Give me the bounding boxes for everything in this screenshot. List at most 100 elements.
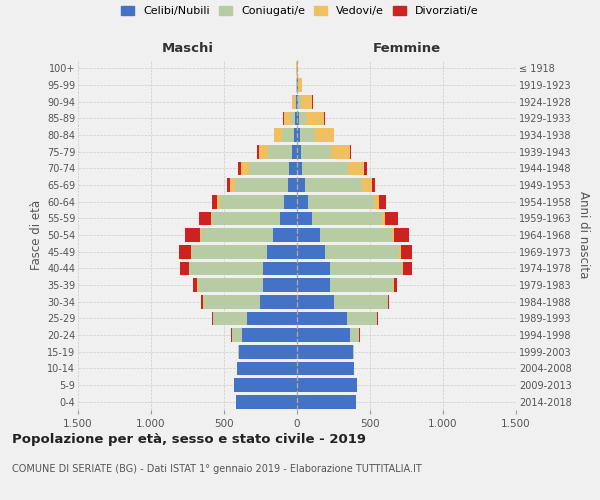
- Bar: [201, 295, 203, 308]
- Text: COMUNE DI SERIATE (BG) - Dati ISTAT 1° gennaio 2019 - Elaborazione TUTTITALIA.IT: COMUNE DI SERIATE (BG) - Dati ISTAT 1° g…: [12, 464, 422, 474]
- Bar: [298, 95, 301, 108]
- Bar: [300, 128, 314, 142]
- Bar: [198, 278, 263, 292]
- Bar: [248, 162, 289, 175]
- Bar: [297, 278, 330, 292]
- Bar: [220, 195, 284, 208]
- Bar: [297, 228, 320, 242]
- Bar: [283, 112, 284, 125]
- Legend: Celibi/Nubili, Coniugati/e, Vedovi/e, Divorziati/e: Celibi/Nubili, Coniugati/e, Vedovi/e, Di…: [121, 6, 479, 16]
- Bar: [350, 145, 351, 158]
- Bar: [189, 262, 263, 275]
- Bar: [373, 178, 376, 192]
- Bar: [392, 228, 394, 242]
- Bar: [297, 312, 347, 325]
- Bar: [238, 345, 239, 358]
- Bar: [238, 162, 241, 175]
- Text: Femmine: Femmine: [373, 42, 440, 55]
- Bar: [292, 145, 297, 158]
- Bar: [301, 145, 331, 158]
- Bar: [297, 328, 350, 342]
- Bar: [331, 145, 350, 158]
- Bar: [274, 128, 283, 142]
- Bar: [297, 78, 298, 92]
- Bar: [294, 128, 297, 142]
- Bar: [297, 362, 354, 375]
- Bar: [267, 245, 297, 258]
- Bar: [330, 262, 402, 275]
- Bar: [403, 262, 412, 275]
- Bar: [213, 312, 247, 325]
- Bar: [330, 278, 394, 292]
- Bar: [347, 312, 377, 325]
- Bar: [283, 128, 294, 142]
- Bar: [305, 178, 362, 192]
- Bar: [394, 228, 409, 242]
- Bar: [295, 95, 296, 108]
- Bar: [296, 95, 297, 108]
- Bar: [268, 145, 292, 158]
- Bar: [399, 245, 401, 258]
- Bar: [242, 328, 297, 342]
- Bar: [217, 195, 220, 208]
- Bar: [297, 195, 308, 208]
- Bar: [325, 245, 399, 258]
- Bar: [308, 195, 374, 208]
- Bar: [297, 378, 357, 392]
- Text: Maschi: Maschi: [161, 42, 214, 55]
- Bar: [364, 162, 367, 175]
- Bar: [295, 112, 297, 125]
- Bar: [297, 128, 300, 142]
- Bar: [297, 395, 356, 408]
- Bar: [232, 328, 242, 342]
- Bar: [263, 278, 297, 292]
- Bar: [349, 162, 364, 175]
- Bar: [297, 112, 299, 125]
- Bar: [297, 245, 325, 258]
- Bar: [231, 328, 232, 342]
- Bar: [374, 195, 379, 208]
- Bar: [298, 78, 302, 92]
- Bar: [401, 245, 412, 258]
- Bar: [297, 212, 313, 225]
- Bar: [284, 112, 291, 125]
- Bar: [212, 195, 217, 208]
- Bar: [385, 212, 398, 225]
- Bar: [227, 178, 230, 192]
- Bar: [314, 128, 334, 142]
- Bar: [297, 178, 305, 192]
- Bar: [320, 228, 392, 242]
- Bar: [200, 228, 273, 242]
- Bar: [402, 262, 403, 275]
- Bar: [297, 95, 298, 108]
- Text: Popolazione per età, sesso e stato civile - 2019: Popolazione per età, sesso e stato civil…: [12, 432, 366, 446]
- Bar: [180, 262, 188, 275]
- Bar: [280, 212, 297, 225]
- Bar: [362, 178, 373, 192]
- Bar: [263, 262, 297, 275]
- Bar: [192, 245, 267, 258]
- Bar: [179, 245, 191, 258]
- Bar: [388, 295, 389, 308]
- Bar: [297, 162, 302, 175]
- Bar: [260, 295, 297, 308]
- Bar: [234, 378, 297, 392]
- Bar: [297, 345, 353, 358]
- Bar: [292, 95, 295, 108]
- Bar: [299, 112, 307, 125]
- Bar: [239, 345, 297, 358]
- Bar: [334, 295, 388, 308]
- Bar: [185, 228, 200, 242]
- Bar: [193, 278, 197, 292]
- Bar: [211, 212, 212, 225]
- Bar: [236, 395, 297, 408]
- Bar: [291, 112, 295, 125]
- Bar: [191, 245, 192, 258]
- Bar: [302, 162, 349, 175]
- Bar: [212, 312, 213, 325]
- Bar: [353, 345, 354, 358]
- Bar: [307, 112, 324, 125]
- Bar: [259, 145, 268, 158]
- Bar: [247, 312, 297, 325]
- Bar: [382, 212, 385, 225]
